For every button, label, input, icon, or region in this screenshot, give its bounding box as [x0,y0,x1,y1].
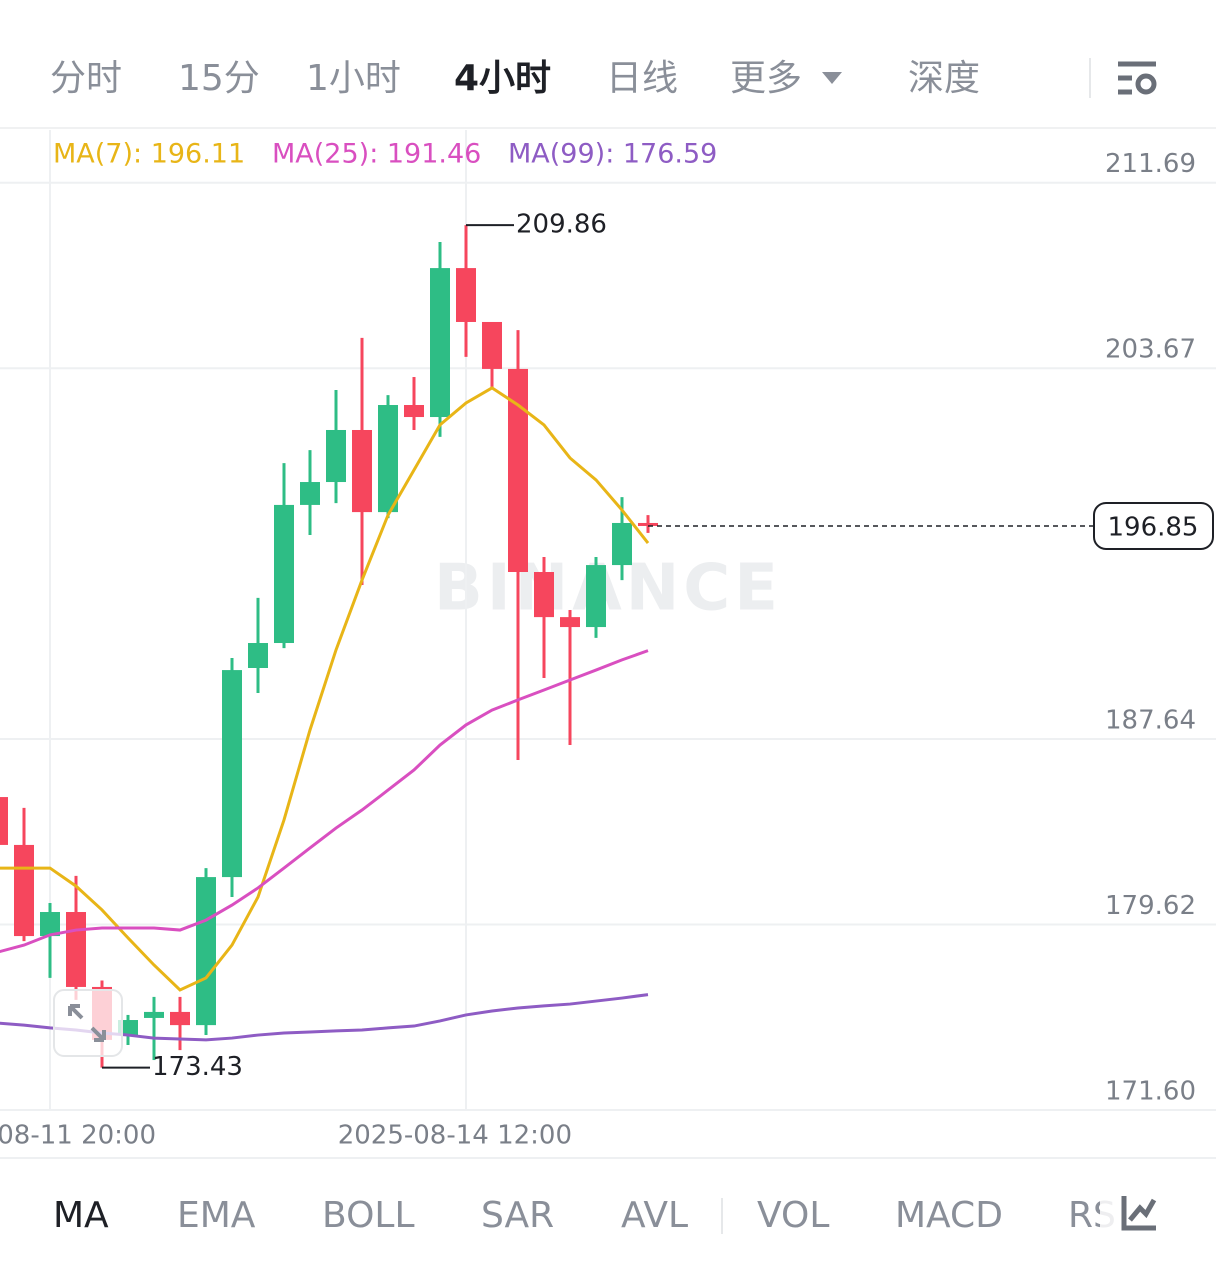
candle-body [612,522,632,566]
current-price-label: 196.85 [1108,512,1199,542]
candle-body [586,565,606,628]
candle-body [300,482,320,505]
candle-body [196,877,216,1026]
interval-tab[interactable]: 1小时 [306,58,401,99]
candle-body [170,1011,190,1026]
x-tick-label: 2025-08-14 12:00 [338,1121,572,1151]
candle-body [638,522,658,526]
candle-body [404,405,424,418]
settings-icon[interactable] [1118,61,1157,95]
indicator-tab[interactable]: MACD [895,1195,1003,1236]
interval-tab[interactable]: 日线 [606,58,678,99]
legend-entry: MA(7): 196.11 [53,139,245,170]
legend-entry: MA(99): 176.59 [508,139,717,170]
y-tick-label: 171.60 [1105,1077,1196,1107]
candle-body [222,670,242,878]
y-tick-label: 179.62 [1105,891,1196,921]
candle-body [560,617,580,628]
interval-tab[interactable]: 更多 [730,58,802,99]
y-tick-label: 211.69 [1105,149,1196,179]
fade [1100,1190,1216,1246]
indicator-settings-icon[interactable] [1121,1196,1157,1231]
legend-entry: MA(25): 191.46 [272,139,481,170]
indicator-tabs: MA EMA BOLL SAR AVL VOL MACD RS [53,1195,1116,1236]
dropdown-arrow [822,72,842,84]
candle-body [534,572,554,618]
candle-body [326,429,346,483]
candle-body [248,643,268,668]
candle-body [274,504,294,644]
candle-body [378,405,398,513]
indicator-tab[interactable]: BOLL [322,1195,415,1236]
current-price-box [1093,501,1214,550]
indicator-tab[interactable]: AVL [621,1195,688,1236]
candle-body [482,321,502,369]
candle-body [456,268,476,322]
ma-line [0,386,650,992]
candle-body [66,912,86,987]
candle-body [144,1011,164,1018]
y-tick-label: 187.64 [1105,706,1196,736]
candle-body [508,368,528,573]
interval-tabs: 分时 15分 1小时 4小时 日线 更多 深度 [50,58,980,99]
x-tick-label: -08-11 20:00 [0,1121,156,1151]
candle-body [14,844,34,937]
indicator-tab[interactable]: SAR [481,1195,554,1236]
candle-body [352,429,372,513]
expand-button[interactable] [53,989,123,1057]
low-label: 173.43 [152,1052,243,1082]
chart: BINANCE 211.69 203.67 187.64 179.62 171.60 -08… [0,130,1216,1151]
candle-body [40,912,60,937]
ma-line [0,649,649,954]
interval-tab[interactable]: 分时 [50,58,122,99]
indicator-tab[interactable]: MA [53,1195,109,1236]
indicator-tab[interactable]: VOL [757,1195,829,1236]
interval-tab[interactable]: 15分 [178,58,260,99]
y-tick-label: 203.67 [1105,335,1196,365]
high-label: 209.86 [516,210,607,240]
indicator-tab[interactable]: EMA [177,1195,256,1236]
interval-tab[interactable]: 4小时 [454,58,551,99]
candle-body [430,268,450,418]
candle-body [0,797,8,845]
interval-tab[interactable]: 深度 [908,58,980,99]
watermark: BINANCE [434,552,782,626]
